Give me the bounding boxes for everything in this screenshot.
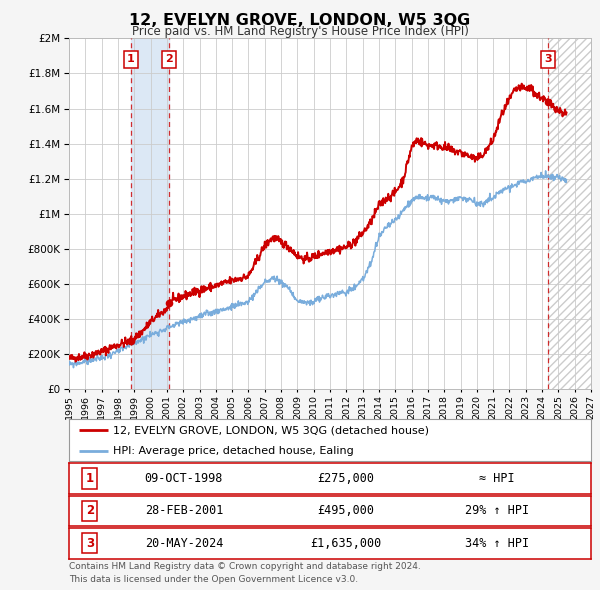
Text: 34% ↑ HPI: 34% ↑ HPI xyxy=(465,537,529,550)
Text: 2: 2 xyxy=(86,504,94,517)
Text: £275,000: £275,000 xyxy=(317,472,374,485)
Text: 3: 3 xyxy=(544,54,552,64)
Text: 12, EVELYN GROVE, LONDON, W5 3QG (detached house): 12, EVELYN GROVE, LONDON, W5 3QG (detach… xyxy=(113,425,430,435)
Bar xyxy=(548,38,591,389)
Text: £495,000: £495,000 xyxy=(317,504,374,517)
Text: 3: 3 xyxy=(86,537,94,550)
Text: 1: 1 xyxy=(86,472,94,485)
Text: Price paid vs. HM Land Registry's House Price Index (HPI): Price paid vs. HM Land Registry's House … xyxy=(131,25,469,38)
Text: 1: 1 xyxy=(127,54,134,64)
Text: 09-OCT-1998: 09-OCT-1998 xyxy=(145,472,223,485)
Text: ≈ HPI: ≈ HPI xyxy=(479,472,515,485)
Text: 20-MAY-2024: 20-MAY-2024 xyxy=(145,537,223,550)
Text: This data is licensed under the Open Government Licence v3.0.: This data is licensed under the Open Gov… xyxy=(69,575,358,584)
Text: 12, EVELYN GROVE, LONDON, W5 3QG: 12, EVELYN GROVE, LONDON, W5 3QG xyxy=(130,13,470,28)
Text: 28-FEB-2001: 28-FEB-2001 xyxy=(145,504,223,517)
Text: 2: 2 xyxy=(166,54,173,64)
Bar xyxy=(131,38,169,389)
Text: HPI: Average price, detached house, Ealing: HPI: Average price, detached house, Eali… xyxy=(113,446,354,455)
Text: 29% ↑ HPI: 29% ↑ HPI xyxy=(465,504,529,517)
Text: Contains HM Land Registry data © Crown copyright and database right 2024.: Contains HM Land Registry data © Crown c… xyxy=(69,562,421,571)
Bar xyxy=(548,38,591,389)
Text: £1,635,000: £1,635,000 xyxy=(310,537,381,550)
